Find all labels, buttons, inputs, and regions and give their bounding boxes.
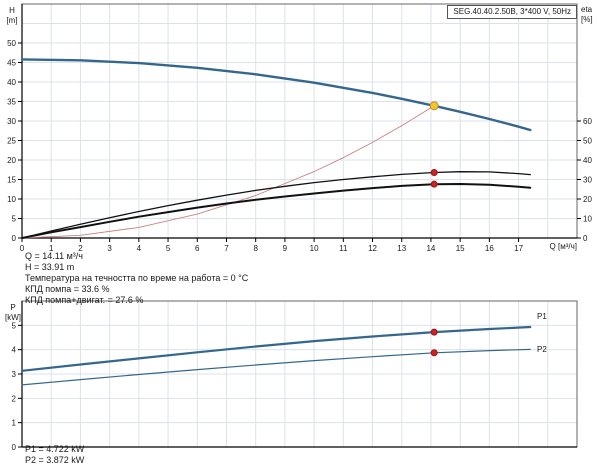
- x-tick-label: 11: [339, 244, 348, 253]
- eta-tick-label: 20: [583, 195, 592, 204]
- y-tick-label: 25: [7, 137, 16, 146]
- eta-pump-marker: [430, 168, 438, 176]
- x-tick-label: 0: [20, 244, 25, 253]
- eta-tick-label: 10: [583, 215, 592, 224]
- eta-tick-label: 50: [583, 137, 592, 146]
- y-tick-label: 30: [7, 117, 16, 126]
- pump-type-box: SEG.40.40.2.50B, 3*400 V, 50Hz: [447, 5, 577, 19]
- info-p2: P2 = 3.872 kW: [25, 455, 85, 465]
- p-axis-title: P [kW]: [1, 303, 25, 323]
- h-axis-title-unit: [m]: [6, 16, 18, 25]
- y-tick-label: 5: [12, 321, 17, 330]
- x-tick-label: 5: [166, 244, 171, 253]
- y-tick-label: 35: [7, 98, 16, 107]
- x-tick-label: 15: [456, 244, 465, 253]
- p1-series-label: P1: [537, 312, 547, 321]
- duty-info-block: Q = 14.11 м³/ч H = 33.91 m Температура н…: [25, 251, 248, 306]
- eta-tick-label: 60: [583, 117, 592, 126]
- eta-tick-label: 40: [583, 156, 592, 165]
- x-tick-label: 7: [224, 244, 229, 253]
- q-axis-title: Q [м³/ч]: [549, 242, 577, 251]
- p1-duty-marker: [430, 328, 438, 336]
- info-p1: P1 = 4.722 kW: [25, 444, 85, 454]
- h-axis-title: H [m]: [2, 6, 22, 26]
- y-tick-label: 15: [7, 176, 16, 185]
- x-tick-label: 8: [253, 244, 258, 253]
- x-tick-label: 9: [283, 244, 288, 253]
- x-tick-label: 2: [78, 244, 83, 253]
- y-tick-label: 4: [12, 346, 17, 355]
- info-eta-total: КПД помпа+двигат. = 27.6 %: [25, 295, 144, 305]
- y-tick-label: 1: [12, 419, 17, 428]
- p2-series-label: P2: [537, 345, 547, 354]
- power-info-block: P1 = 4.722 kW P2 = 3.872 kW: [25, 444, 84, 466]
- p-axis-title-unit: [kW]: [5, 313, 21, 322]
- y-tick-label: 10: [7, 195, 16, 204]
- system-curve: [21, 105, 435, 239]
- eta-tick-label: 30: [583, 176, 592, 185]
- x-tick-label: 16: [485, 244, 494, 253]
- y-tick-label: 3: [12, 370, 17, 379]
- x-tick-label: 14: [426, 244, 435, 253]
- pump-curve-H: [20, 58, 532, 132]
- P1-curve: [20, 325, 532, 372]
- x-tick-label: 10: [310, 244, 319, 253]
- eta-total-marker: [430, 180, 438, 188]
- eta-axis-title-symbol: eta: [581, 5, 593, 14]
- y-tick-label: 20: [7, 156, 16, 165]
- info-eta-pump: КПД помпа = 33.6 %: [25, 284, 110, 294]
- info-temperature: Температура на течността по време на раб…: [25, 273, 249, 283]
- y-tick-label: 0: [12, 234, 17, 243]
- x-tick-label: 4: [137, 244, 142, 253]
- x-tick-label: 13: [397, 244, 406, 253]
- p-axis-title-symbol: P: [10, 303, 16, 312]
- eta-axis-title-unit: [%]: [581, 15, 593, 24]
- eta-axis-title: eta [%]: [581, 5, 593, 25]
- P2-curve: [21, 348, 531, 386]
- h-axis-title-symbol: H: [9, 6, 15, 15]
- x-tick-label: 1: [49, 244, 54, 253]
- x-tick-label: 6: [195, 244, 200, 253]
- y-tick-label: 40: [7, 78, 16, 87]
- info-head: H = 33.91 m: [25, 262, 75, 272]
- y-tick-label: 0: [12, 443, 17, 452]
- eta-pump-curve: [21, 171, 531, 239]
- eta-pump-motor-curve: [21, 183, 532, 239]
- eta-tick-label: 0: [583, 234, 588, 243]
- duty-point-marker: [429, 101, 439, 111]
- p2-duty-marker: [430, 349, 438, 357]
- y-tick-label: 5: [12, 215, 17, 224]
- x-tick-label: 12: [368, 244, 377, 253]
- x-tick-label: 3: [107, 244, 112, 253]
- y-tick-label: 45: [7, 59, 16, 68]
- y-tick-label: 50: [7, 39, 16, 48]
- info-flow: Q = 14.11 м³/ч: [25, 251, 83, 261]
- y-tick-label: 2: [12, 394, 17, 403]
- x-tick-label: 17: [514, 244, 523, 253]
